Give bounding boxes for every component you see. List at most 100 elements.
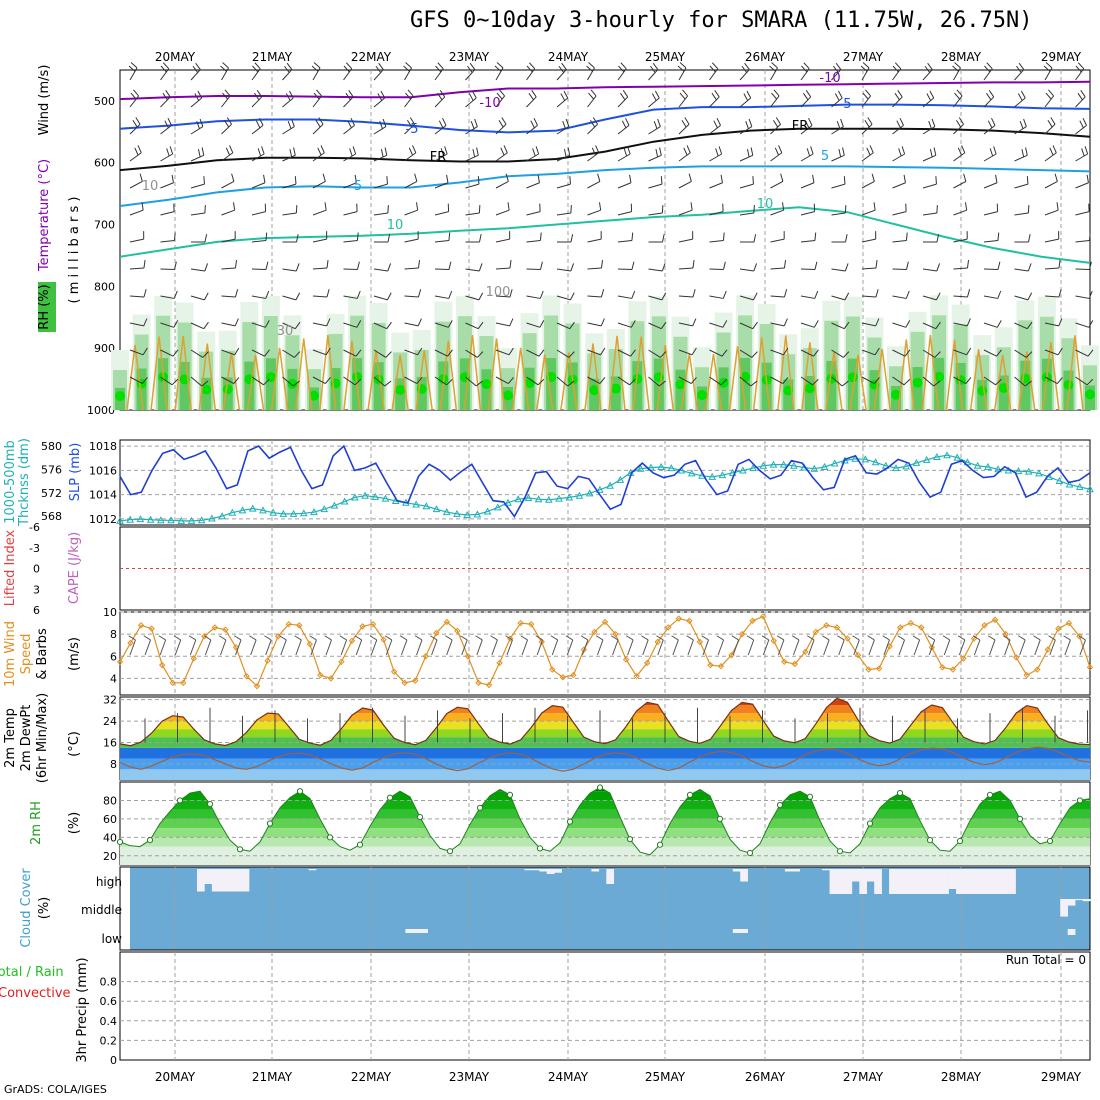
upper-barb-1-12-f0 [499, 89, 506, 97]
upper-barb-3-11-f0 [476, 147, 479, 156]
rh-marker-93 [1046, 837, 1054, 845]
upper-barb-10-3 [221, 349, 235, 356]
upper-barb-8-3-f0 [234, 289, 239, 298]
wind10-barb-63-f0 [1078, 635, 1086, 641]
thickness-marker-17 [289, 509, 298, 517]
upper-air-ytick-4: 900 [94, 342, 115, 355]
wind10-marker-39 [527, 620, 535, 628]
upper-barb-4-12 [495, 180, 509, 189]
wind10-barb-48 [853, 639, 860, 656]
upper-barb-0-13-f0 [528, 62, 536, 70]
upper-barb-8-31-f0 [1088, 290, 1093, 299]
upper-barb-5-14-f0 [570, 205, 572, 214]
upper-barb-1-31 [1075, 96, 1086, 108]
bottom-date-8: 28MAY [941, 1070, 982, 1084]
upper-barb-5-5 [282, 212, 297, 216]
upper-air-ytick-0: 500 [94, 95, 115, 108]
upper-barb-6-6 [312, 238, 327, 243]
rh-core-5 [222, 384, 233, 395]
upper-barb-9-30-f0 [1058, 318, 1063, 327]
upper-barb-3-25-f1 [898, 148, 902, 157]
wind10-marker-89 [1055, 625, 1062, 632]
cloud-0-15 [241, 869, 250, 892]
slp-frame [119, 439, 1091, 526]
upper-barb-10-17 [648, 349, 661, 358]
wind10-barb-45-f0 [806, 635, 815, 641]
upper-barb-2-21 [770, 123, 781, 135]
upper-barb-11-29-f0 [1024, 380, 1032, 387]
wind10-barb-50-f0 [882, 635, 890, 641]
rh-shade-dark-38 [934, 357, 945, 410]
upper-barb-1-22-f1 [803, 92, 809, 101]
upper-barb-6-15 [587, 238, 602, 243]
wind10-marker-41 [549, 666, 556, 673]
upper-barb-1-3 [221, 95, 231, 108]
rh-shade-dark-16 [459, 358, 470, 410]
upper-barb-11-10 [434, 376, 447, 386]
wind10-marker-4 [158, 661, 166, 669]
upper-barb-6-18 [678, 238, 693, 243]
upper-barb-10-27 [953, 349, 967, 356]
wind10-marker-21 [338, 658, 345, 666]
upper-barb-3-23-f0 [842, 147, 845, 156]
top-date-5: 25MAY [645, 50, 686, 64]
upper-barb-4-17-f0 [660, 176, 663, 185]
upper-barb-2-11-f0 [474, 118, 478, 127]
upper-barb-0-27-f0 [954, 62, 961, 69]
upper-barb-1-30-f0 [1048, 89, 1055, 97]
wind10-barb-39 [717, 639, 725, 656]
rh-core-44 [1063, 379, 1074, 390]
upper-barb-2-9 [404, 123, 415, 135]
wind10-marker-30 [433, 629, 440, 637]
top-date-0: 20MAY [155, 50, 196, 64]
wind10-marker-72 [875, 665, 883, 672]
upper-barb-2-20-f1 [745, 121, 749, 129]
upper-barb-6-22-f0 [814, 232, 817, 241]
upper-barb-5-11-f0 [478, 205, 481, 214]
upper-air-ytick-5: 1000 [87, 404, 115, 417]
rh-shade-dark-26 [675, 369, 686, 410]
upper-barb-11-3 [221, 376, 235, 385]
upper-barb-4-3 [221, 180, 235, 189]
upper-barb-11-5-f0 [292, 380, 300, 387]
upper-barb-1-2-f1 [194, 93, 200, 101]
upper-barb-6-21 [770, 238, 785, 243]
upper-barb-1-9-f1 [405, 92, 412, 100]
upper-barb-0-26-f1 [924, 65, 931, 73]
cloud-0-108 [933, 869, 942, 894]
upper-barb-4-13-f0 [537, 174, 540, 183]
upper-barb-4-2-f0 [203, 176, 205, 185]
wind10-marker-64 [791, 660, 798, 668]
upper-barb-0-4-f1 [252, 65, 259, 73]
wind10-label-3: & Barbs [35, 628, 50, 680]
wind10-marker-31 [443, 618, 451, 626]
upper-barb-4-16 [617, 182, 632, 189]
rh-core-34 [847, 372, 858, 383]
upper-barb-7-17 [648, 268, 663, 272]
upper-barb-9-1-f0 [173, 320, 179, 328]
rh-marker-45 [566, 818, 574, 825]
rh-core-13 [395, 384, 406, 395]
wind10-marker-76 [918, 624, 925, 631]
upper-barb-7-10-f0 [448, 261, 452, 270]
upper-barb-7-3 [221, 267, 236, 270]
upper-barb-4-29-f0 [1026, 176, 1029, 185]
upper-barb-4-21-f0 [780, 173, 784, 182]
upper-barb-1-25 [892, 96, 903, 108]
upper-barb-9-19 [709, 322, 723, 328]
upper-barb-11-15-f0 [599, 377, 606, 384]
low-isotherm-37 [1018, 351, 1036, 411]
isotherm-label-9: 10 [757, 197, 774, 212]
upper-barb-5-5-f0 [295, 205, 298, 214]
upper-barb-2-5 [282, 126, 295, 135]
wind10-marker-56 [707, 661, 714, 669]
wind10-barb-45 [808, 639, 815, 656]
upper-barb-8-11 [465, 295, 480, 301]
upper-barb-11-31-f0 [1086, 378, 1094, 386]
rh-core-12 [373, 374, 384, 385]
upper-barb-9-21 [770, 322, 785, 327]
temp-band-7 [120, 705, 1090, 714]
upper-barb-1-25-f1 [894, 92, 900, 101]
upper-barb-1-17-f0 [654, 90, 660, 99]
wind10-barb-47-f0 [837, 635, 845, 641]
